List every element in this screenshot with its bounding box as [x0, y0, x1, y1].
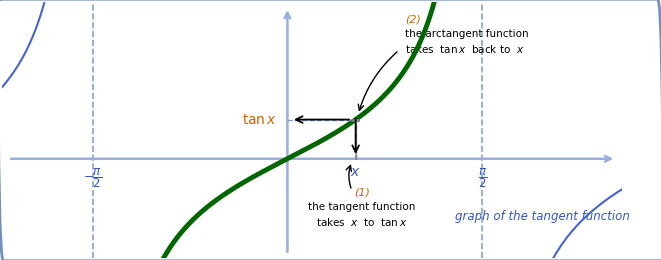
Text: $\tan x$: $\tan x$ [242, 113, 278, 127]
Text: $\dfrac{\pi}{2}$: $\dfrac{\pi}{2}$ [477, 166, 487, 190]
Text: the tangent function: the tangent function [308, 202, 416, 212]
Text: (2): (2) [405, 15, 421, 25]
Text: takes  $x$  to  $\tan x$: takes $x$ to $\tan x$ [316, 216, 408, 228]
Text: $-\dfrac{\pi}{2}$: $-\dfrac{\pi}{2}$ [83, 166, 102, 190]
Text: (1): (1) [354, 187, 369, 198]
Text: $x$: $x$ [350, 165, 361, 179]
Text: the arctangent function: the arctangent function [405, 29, 529, 39]
Text: graph of the tangent function: graph of the tangent function [455, 210, 630, 223]
Text: takes  $\tan x$  back to  $x$: takes $\tan x$ back to $x$ [405, 43, 525, 55]
